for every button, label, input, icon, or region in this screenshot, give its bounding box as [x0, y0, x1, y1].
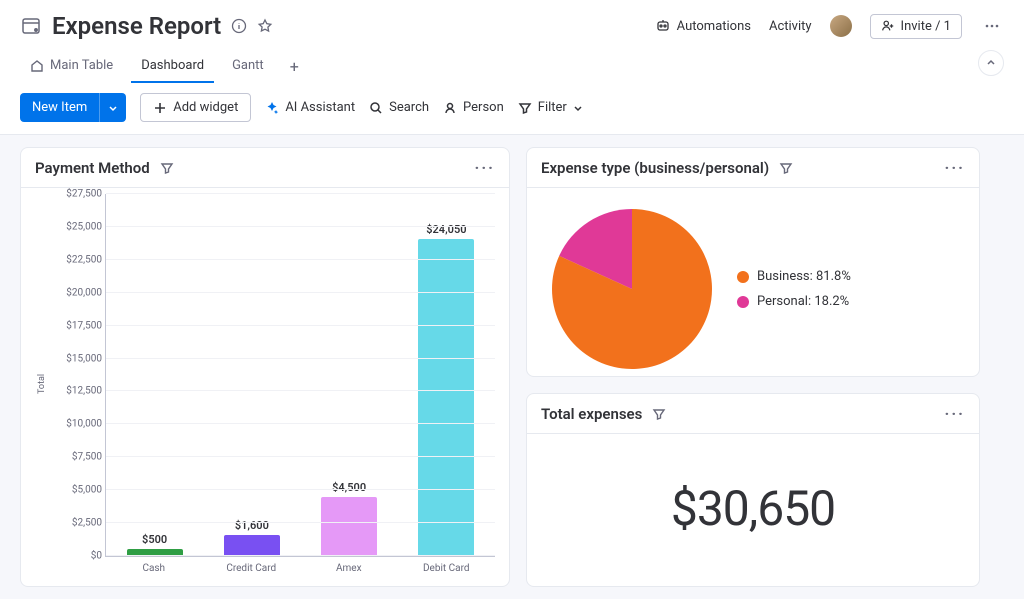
- legend-swatch: [737, 296, 749, 308]
- search-button[interactable]: Search: [369, 100, 429, 115]
- legend-label: Personal: 18.2%: [757, 294, 849, 309]
- board-icon: [20, 15, 42, 37]
- payment-method-title: Payment Method: [35, 159, 150, 177]
- search-label: Search: [389, 100, 429, 115]
- payment-menu-icon[interactable]: ···: [475, 158, 495, 177]
- y-tick: $20,000: [54, 287, 102, 298]
- filter-button[interactable]: Filter: [518, 100, 583, 115]
- tab-gantt[interactable]: Gantt: [222, 50, 274, 83]
- y-axis-label: Total: [35, 194, 49, 574]
- y-tick: $7,500: [54, 452, 102, 463]
- payment-filter-icon[interactable]: [160, 161, 174, 175]
- new-item-button[interactable]: New Item: [20, 93, 126, 122]
- total-value: $30,650: [671, 480, 835, 537]
- pie-legend: Business: 81.8% Personal: 18.2%: [737, 269, 959, 309]
- new-item-caret-icon[interactable]: [99, 93, 126, 122]
- activity-button[interactable]: Activity: [769, 19, 812, 34]
- automations-button[interactable]: Automations: [655, 18, 751, 34]
- tabs-row: Main Table Dashboard Gantt +: [20, 50, 1004, 83]
- bar-amex[interactable]: $4,500: [321, 497, 377, 556]
- tab-main-table[interactable]: Main Table: [20, 50, 123, 83]
- expense-type-filter-icon[interactable]: [779, 161, 793, 175]
- expense-type-card: Expense type (business/personal) ··· Bus…: [526, 147, 980, 377]
- y-tick: $22,500: [54, 254, 102, 265]
- filter-label: Filter: [538, 100, 567, 115]
- add-widget-button[interactable]: Add widget: [140, 93, 251, 122]
- ai-assistant-label: AI Assistant: [285, 100, 355, 115]
- y-tick: $12,500: [54, 386, 102, 397]
- person-button[interactable]: Person: [443, 100, 504, 115]
- total-menu-icon[interactable]: ···: [945, 404, 965, 423]
- y-tick: $2,500: [54, 518, 102, 529]
- y-tick: $15,000: [54, 353, 102, 364]
- y-tick: $0: [54, 551, 102, 562]
- info-icon[interactable]: [231, 18, 247, 34]
- invite-button[interactable]: Invite / 1: [870, 14, 962, 39]
- x-label: Amex: [300, 557, 398, 574]
- page-title: Expense Report: [52, 12, 221, 40]
- legend-swatch: [737, 271, 749, 283]
- total-expenses-title: Total expenses: [541, 405, 642, 423]
- y-tick: $10,000: [54, 419, 102, 430]
- add-widget-label: Add widget: [173, 100, 238, 115]
- star-icon[interactable]: [257, 18, 273, 34]
- tab-label: Gantt: [232, 58, 264, 73]
- activity-label: Activity: [769, 19, 812, 34]
- x-label: Cash: [105, 557, 203, 574]
- collapse-button[interactable]: [978, 50, 1004, 76]
- person-label: Person: [463, 100, 504, 115]
- bar-value-label: $1,600: [235, 519, 269, 532]
- x-label: Debit Card: [398, 557, 496, 574]
- pie-chart: [547, 204, 717, 374]
- tab-dashboard[interactable]: Dashboard: [131, 50, 214, 83]
- tab-label: Dashboard: [141, 58, 204, 73]
- invite-label: Invite / 1: [901, 19, 951, 34]
- tab-label: Main Table: [50, 58, 113, 73]
- add-tab-button[interactable]: +: [282, 53, 307, 80]
- y-tick: $5,000: [54, 485, 102, 496]
- automations-label: Automations: [677, 19, 751, 34]
- expense-type-title: Expense type (business/personal): [541, 159, 769, 177]
- y-tick: $25,000: [54, 221, 102, 232]
- bar-debit-card[interactable]: $24,050: [418, 239, 474, 556]
- x-label: Credit Card: [203, 557, 301, 574]
- ai-assistant-button[interactable]: AI Assistant: [265, 100, 355, 115]
- expense-type-menu-icon[interactable]: ···: [945, 158, 965, 177]
- avatar[interactable]: [830, 15, 852, 37]
- payment-method-card: Payment Method ··· Total $500 $1,600 $4,50…: [20, 147, 510, 587]
- legend-item: Personal: 18.2%: [737, 294, 959, 309]
- y-tick: $17,500: [54, 320, 102, 331]
- legend-item: Business: 81.8%: [737, 269, 959, 284]
- more-menu-icon[interactable]: [980, 14, 1004, 38]
- bar-value-label: $500: [142, 533, 167, 546]
- new-item-label[interactable]: New Item: [20, 93, 99, 122]
- total-filter-icon[interactable]: [652, 407, 666, 421]
- bar-value-label: $4,500: [332, 481, 366, 494]
- bar-credit-card[interactable]: $1,600: [224, 535, 280, 556]
- legend-label: Business: 81.8%: [757, 269, 851, 284]
- y-tick: $27,500: [54, 189, 102, 200]
- total-expenses-card: Total expenses ··· $30,650: [526, 393, 980, 587]
